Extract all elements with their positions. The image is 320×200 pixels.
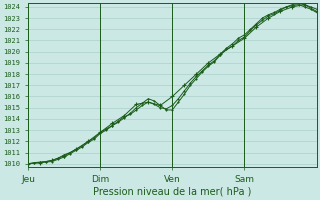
X-axis label: Pression niveau de la mer( hPa ): Pression niveau de la mer( hPa ) (93, 187, 252, 197)
